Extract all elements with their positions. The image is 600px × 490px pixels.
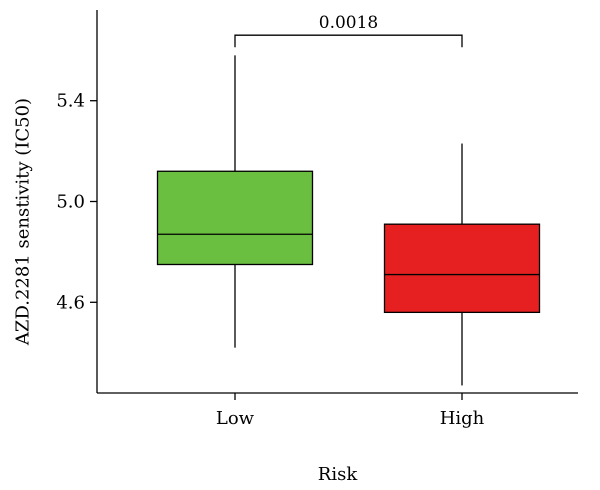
- box-low: [156, 170, 314, 266]
- significance-annotation: 0.0018: [234, 13, 463, 48]
- y-tick-label: 5.0: [56, 192, 85, 213]
- significance-bracket: [234, 34, 463, 48]
- x-tick-label: Low: [216, 408, 255, 429]
- box-high: [383, 223, 541, 314]
- y-tick-label: 4.6: [56, 292, 85, 313]
- p-value-label: 0.0018: [319, 13, 378, 33]
- box-group-low: [156, 55, 314, 348]
- y-axis-title: AZD.2281 senstivity (IC50): [12, 98, 33, 346]
- y-ticks: 4.6 5.0 5.4: [56, 91, 97, 313]
- y-tick-label: 5.4: [56, 91, 85, 112]
- box-group-high: [383, 143, 541, 386]
- x-tick-label: High: [440, 408, 485, 429]
- x-axis-title: Risk: [318, 464, 359, 485]
- x-ticks: Low High: [216, 393, 485, 429]
- boxes: [156, 55, 541, 386]
